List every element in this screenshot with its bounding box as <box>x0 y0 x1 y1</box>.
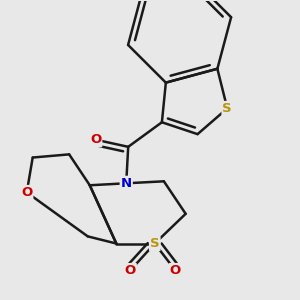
Text: O: O <box>124 264 136 277</box>
Text: N: N <box>121 177 132 190</box>
Text: O: O <box>170 264 181 277</box>
Text: O: O <box>21 186 32 199</box>
Text: O: O <box>90 133 101 146</box>
Text: S: S <box>150 237 160 250</box>
Text: S: S <box>223 102 232 115</box>
